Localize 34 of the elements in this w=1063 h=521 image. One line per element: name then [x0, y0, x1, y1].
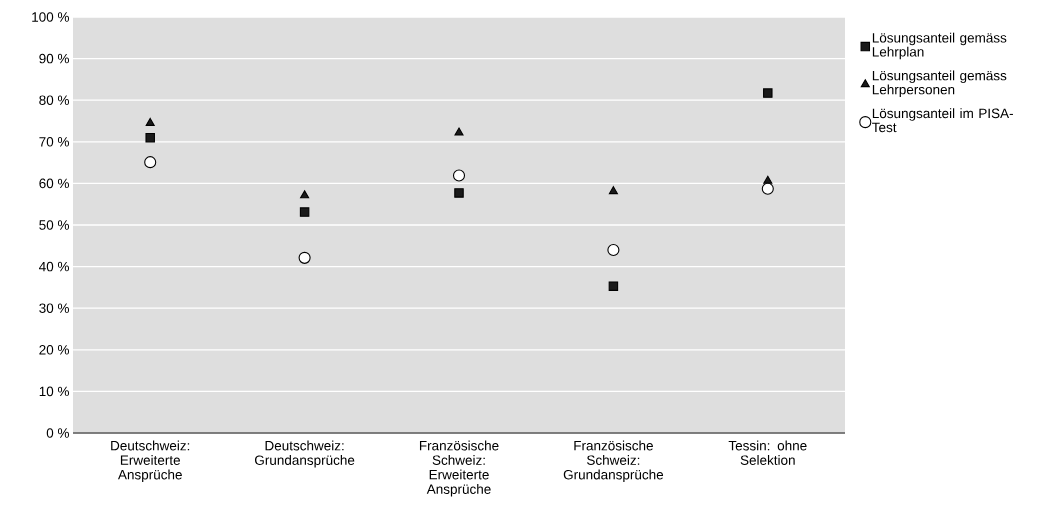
- x-tick-label: Französische Schweiz: Erweiterte Ansprüche: [419, 440, 499, 497]
- point: [144, 156, 157, 169]
- legend-label: Lösungsanteil im PISA-Test: [872, 108, 1013, 133]
- point: [298, 251, 311, 264]
- point: [454, 188, 464, 198]
- point: [300, 190, 310, 199]
- point: [452, 169, 466, 182]
- y-tick-label: 30 %: [39, 303, 69, 313]
- point: [608, 281, 619, 291]
- point: [761, 182, 774, 195]
- legend-label: Lösungsanteil gemäss Lehrpersonen: [872, 70, 1007, 98]
- y-tick-label: 60 %: [39, 178, 69, 189]
- point: [763, 175, 773, 184]
- y-tick-label: 10 %: [39, 386, 69, 397]
- legend-label: Lösungsanteil gemäss Lehrplan: [872, 32, 1007, 60]
- x-tick-label: Französische Schweiz: Grundansprüche: [563, 440, 664, 483]
- point: [145, 132, 155, 143]
- y-tick-label: 90 %: [39, 53, 69, 64]
- y-tick-label: 0 %: [46, 428, 69, 438]
- y-tick-label: 100 %: [32, 12, 69, 22]
- y-tick-label: 40 %: [39, 261, 69, 272]
- y-tick-label: 80 %: [39, 95, 69, 105]
- point: [299, 207, 310, 217]
- point: [145, 117, 155, 126]
- x-tick-label: Tessin: ohne Selektion: [728, 440, 807, 465]
- point: [763, 88, 773, 98]
- point: [454, 127, 464, 136]
- x-tick-label: Deutschweiz: Grundansprüche: [255, 440, 355, 468]
- y-tick-label: 20 %: [39, 345, 69, 355]
- point: [608, 186, 618, 195]
- y-tick-label: 50 %: [39, 220, 69, 230]
- y-tick-label: 70 %: [39, 137, 69, 147]
- point: [607, 243, 620, 256]
- x-tick-label: Deutschweiz: Erweiterte Ansprüche: [111, 440, 190, 483]
